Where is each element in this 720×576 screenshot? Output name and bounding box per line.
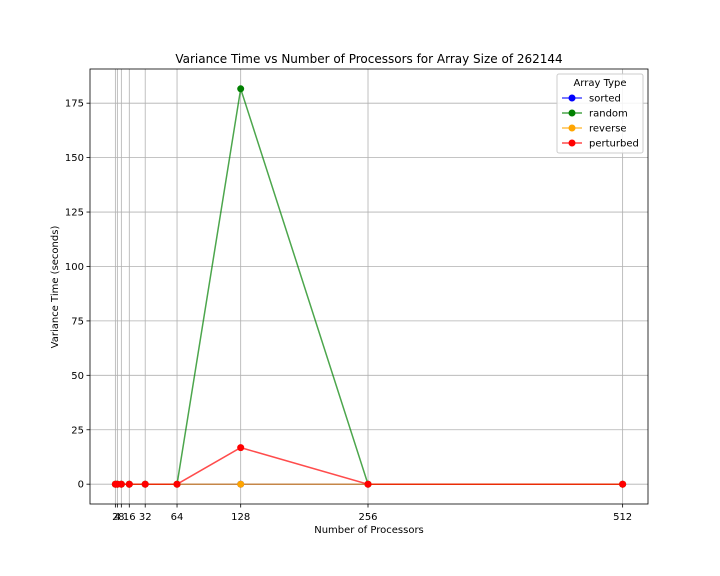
y-tick-label: 0 <box>78 480 84 491</box>
legend-swatch-marker <box>568 94 576 102</box>
data-point-perturbed <box>237 444 245 452</box>
x-tick-label: 4 <box>114 512 120 523</box>
data-point-perturbed <box>141 480 149 488</box>
legend-title: Array Type <box>573 78 626 89</box>
x-axis-label: Number of Processors <box>314 525 424 536</box>
legend-entry-reverse: reverse <box>589 124 627 135</box>
y-tick-label: 100 <box>65 262 84 273</box>
x-tick-label: 8 <box>118 512 124 523</box>
grid <box>90 69 648 504</box>
data-point-random <box>237 85 245 93</box>
legend-swatch-marker <box>568 124 576 132</box>
legend-entry-random: random <box>589 109 628 120</box>
plot-frame <box>89 68 649 505</box>
data-point-perturbed <box>125 480 133 488</box>
legend-box <box>556 73 644 154</box>
legend-entry-sorted: sorted <box>589 94 621 105</box>
y-axis: 0 25 50 75 100 125 150 175 <box>65 99 90 491</box>
series-group <box>111 85 627 488</box>
y-axis-label: Variance Time (seconds) <box>50 226 61 349</box>
data-point-perturbed <box>364 480 372 488</box>
chart-title: Variance Time vs Number of Processors fo… <box>175 52 562 66</box>
legend-entry-perturbed: perturbed <box>589 139 639 150</box>
y-tick-label: 150 <box>65 153 84 164</box>
legend-swatch-marker <box>568 139 576 147</box>
y-tick-label: 75 <box>71 316 84 327</box>
x-tick-label: 32 <box>139 512 152 523</box>
y-tick-label: 125 <box>65 208 84 219</box>
x-tick-label: 512 <box>613 512 632 523</box>
x-tick-label: 64 <box>171 512 184 523</box>
data-point-reverse <box>237 480 245 488</box>
legend: Array Type sorted random reverse perturbed <box>556 73 644 154</box>
data-point-perturbed <box>117 480 125 488</box>
data-point-perturbed <box>619 480 627 488</box>
y-tick-label: 25 <box>71 425 84 436</box>
x-tick-label: 128 <box>231 512 250 523</box>
x-tick-label: 16 <box>123 512 136 523</box>
legend-swatch-marker <box>568 109 576 117</box>
x-tick-label: 256 <box>358 512 377 523</box>
series-line-random <box>115 88 623 485</box>
x-tick-label: 2 <box>112 512 118 523</box>
y-tick-label: 175 <box>65 99 84 110</box>
data-point-perturbed <box>173 480 181 488</box>
y-tick-label: 50 <box>71 371 84 382</box>
series-line-perturbed <box>115 446 623 485</box>
